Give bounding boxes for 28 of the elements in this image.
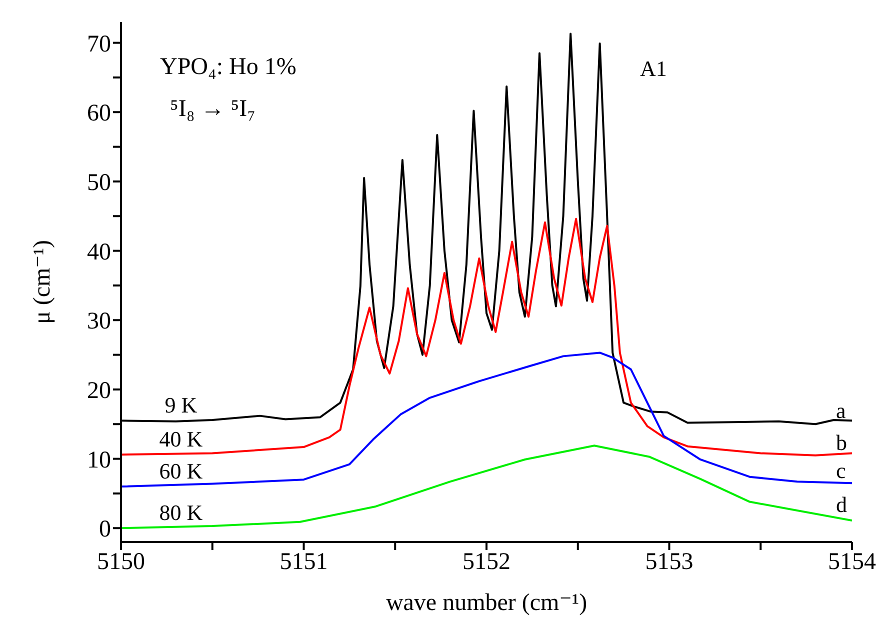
series-label: 60 K: [159, 458, 203, 484]
y-tick-label: 0: [99, 516, 111, 543]
x-tick-label: 5152: [462, 549, 510, 576]
x-tick-label: 5150: [97, 549, 145, 576]
annotation: a: [836, 398, 846, 423]
y-tick-label: 70: [87, 31, 111, 58]
y-tick-label: 30: [87, 308, 111, 335]
annotation: A1: [640, 56, 667, 81]
annotation: d: [836, 492, 847, 517]
line-series: [121, 352, 852, 488]
series-label: 9 K: [164, 392, 198, 418]
x-tick-label: 5154: [828, 549, 876, 576]
line-series: [121, 218, 852, 456]
y-tick-label: 50: [87, 170, 111, 196]
annotation: YPO₄: Ho 1%: [160, 54, 296, 80]
series-label: 40 K: [159, 426, 203, 452]
annotation: b: [836, 430, 847, 455]
x-tick-label: 5153: [645, 549, 694, 576]
y-tick-label: 10: [87, 447, 111, 474]
x-tick-label: 5151: [280, 549, 328, 576]
annotation: c: [836, 458, 846, 483]
y-tick-label: 40: [87, 239, 111, 266]
y-tick-label: 20: [87, 378, 111, 404]
y-tick-label: 60: [87, 100, 111, 127]
series-label: 80 K: [159, 500, 203, 526]
x-axis-title: wave number (cm⁻¹): [386, 590, 588, 616]
y-axis-title: μ (cm⁻¹): [30, 240, 56, 324]
annotation: ⁵I₈ → ⁵I₇: [170, 96, 256, 122]
